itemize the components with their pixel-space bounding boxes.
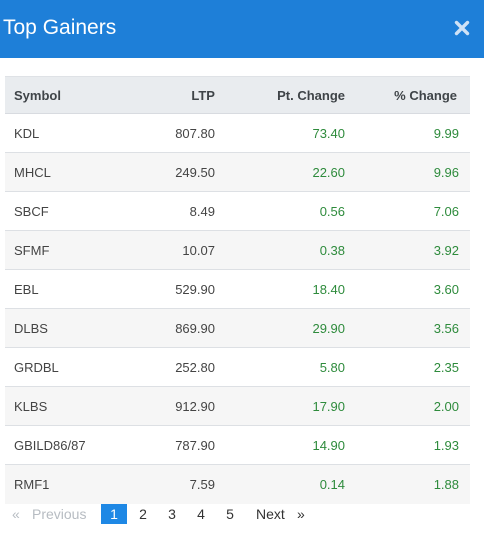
symbol-cell: MHCL [5,152,139,192]
table-row[interactable]: MHCL 249.50 22.60 9.96 [5,152,470,192]
symbol-cell: RMF1 [5,464,139,504]
column-header-symbol[interactable]: Symbol [5,76,139,114]
pt-change-cell: 29.90 [214,308,346,348]
table-row[interactable]: GBILD86/87 787.90 14.90 1.93 [5,425,470,465]
pct-change-cell: 2.35 [345,347,470,387]
previous-page-link: Previous [32,506,87,522]
symbol-cell: EBL [5,269,139,309]
symbol-cell: DLBS [5,308,139,348]
symbol-cell: SBCF [5,191,139,231]
pt-change-cell: 5.80 [214,347,346,387]
pct-change-cell: 2.00 [345,386,470,426]
ltp-cell: 807.80 [138,113,215,153]
ltp-cell: 252.80 [138,347,215,387]
ltp-cell: 8.49 [138,191,215,231]
symbol-cell: KDL [5,113,139,153]
pt-change-cell: 0.14 [214,464,346,504]
page-3-link[interactable]: 3 [168,506,176,522]
table-row[interactable]: KLBS 912.90 17.90 2.00 [5,386,470,426]
table-row[interactable]: RMF1 7.59 0.14 1.88 [5,464,470,504]
symbol-cell: KLBS [5,386,139,426]
pt-change-cell: 73.40 [214,113,346,153]
pct-change-cell: 3.92 [345,230,470,270]
pt-change-cell: 0.38 [214,230,346,270]
ltp-cell: 529.90 [138,269,215,309]
pagination: « Previous 1 2 3 4 5 Next » [0,504,484,526]
next-page-link[interactable]: Next [256,506,285,522]
pt-change-cell: 14.90 [214,425,346,465]
page-4-link[interactable]: 4 [197,506,205,522]
pct-change-cell: 7.06 [345,191,470,231]
column-header-ltp[interactable]: LTP [138,76,215,114]
pct-change-cell: 3.60 [345,269,470,309]
table-row[interactable]: SFMF 10.07 0.38 3.92 [5,230,470,270]
table-row[interactable]: KDL 807.80 73.40 9.99 [5,113,470,153]
table-row[interactable]: DLBS 869.90 29.90 3.56 [5,308,470,348]
pct-change-cell: 1.93 [345,425,470,465]
previous-arrow-icon: « [12,506,20,522]
table-row[interactable]: GRDBL 252.80 5.80 2.35 [5,347,470,387]
pt-change-cell: 0.56 [214,191,346,231]
symbol-cell: GBILD86/87 [5,425,139,465]
ltp-cell: 912.90 [138,386,215,426]
column-header-pt-change[interactable]: Pt. Change [214,76,346,114]
table-header-row: Symbol LTP Pt. Change % Change [5,76,470,114]
top-gainers-table: Symbol LTP Pt. Change % Change KDL 807.8… [5,76,470,504]
symbol-cell: SFMF [5,230,139,270]
pt-change-cell: 22.60 [214,152,346,192]
modal-header: Top Gainers [0,0,484,58]
pct-change-cell: 9.99 [345,113,470,153]
pt-change-cell: 17.90 [214,386,346,426]
pct-change-cell: 3.56 [345,308,470,348]
next-arrow-icon[interactable]: » [297,506,305,522]
pct-change-cell: 9.96 [345,152,470,192]
table-row[interactable]: EBL 529.90 18.40 3.60 [5,269,470,309]
pct-change-cell: 1.88 [345,464,470,504]
close-icon[interactable] [450,16,474,40]
column-header-pct-change[interactable]: % Change [345,76,470,114]
page-1-link[interactable]: 1 [101,504,127,524]
page-5-link[interactable]: 5 [226,506,234,522]
ltp-cell: 869.90 [138,308,215,348]
modal-title: Top Gainers [3,16,117,39]
page-2-link[interactable]: 2 [139,506,147,522]
symbol-cell: GRDBL [5,347,139,387]
pt-change-cell: 18.40 [214,269,346,309]
table-row[interactable]: SBCF 8.49 0.56 7.06 [5,191,470,231]
ltp-cell: 7.59 [138,464,215,504]
ltp-cell: 10.07 [138,230,215,270]
ltp-cell: 787.90 [138,425,215,465]
ltp-cell: 249.50 [138,152,215,192]
